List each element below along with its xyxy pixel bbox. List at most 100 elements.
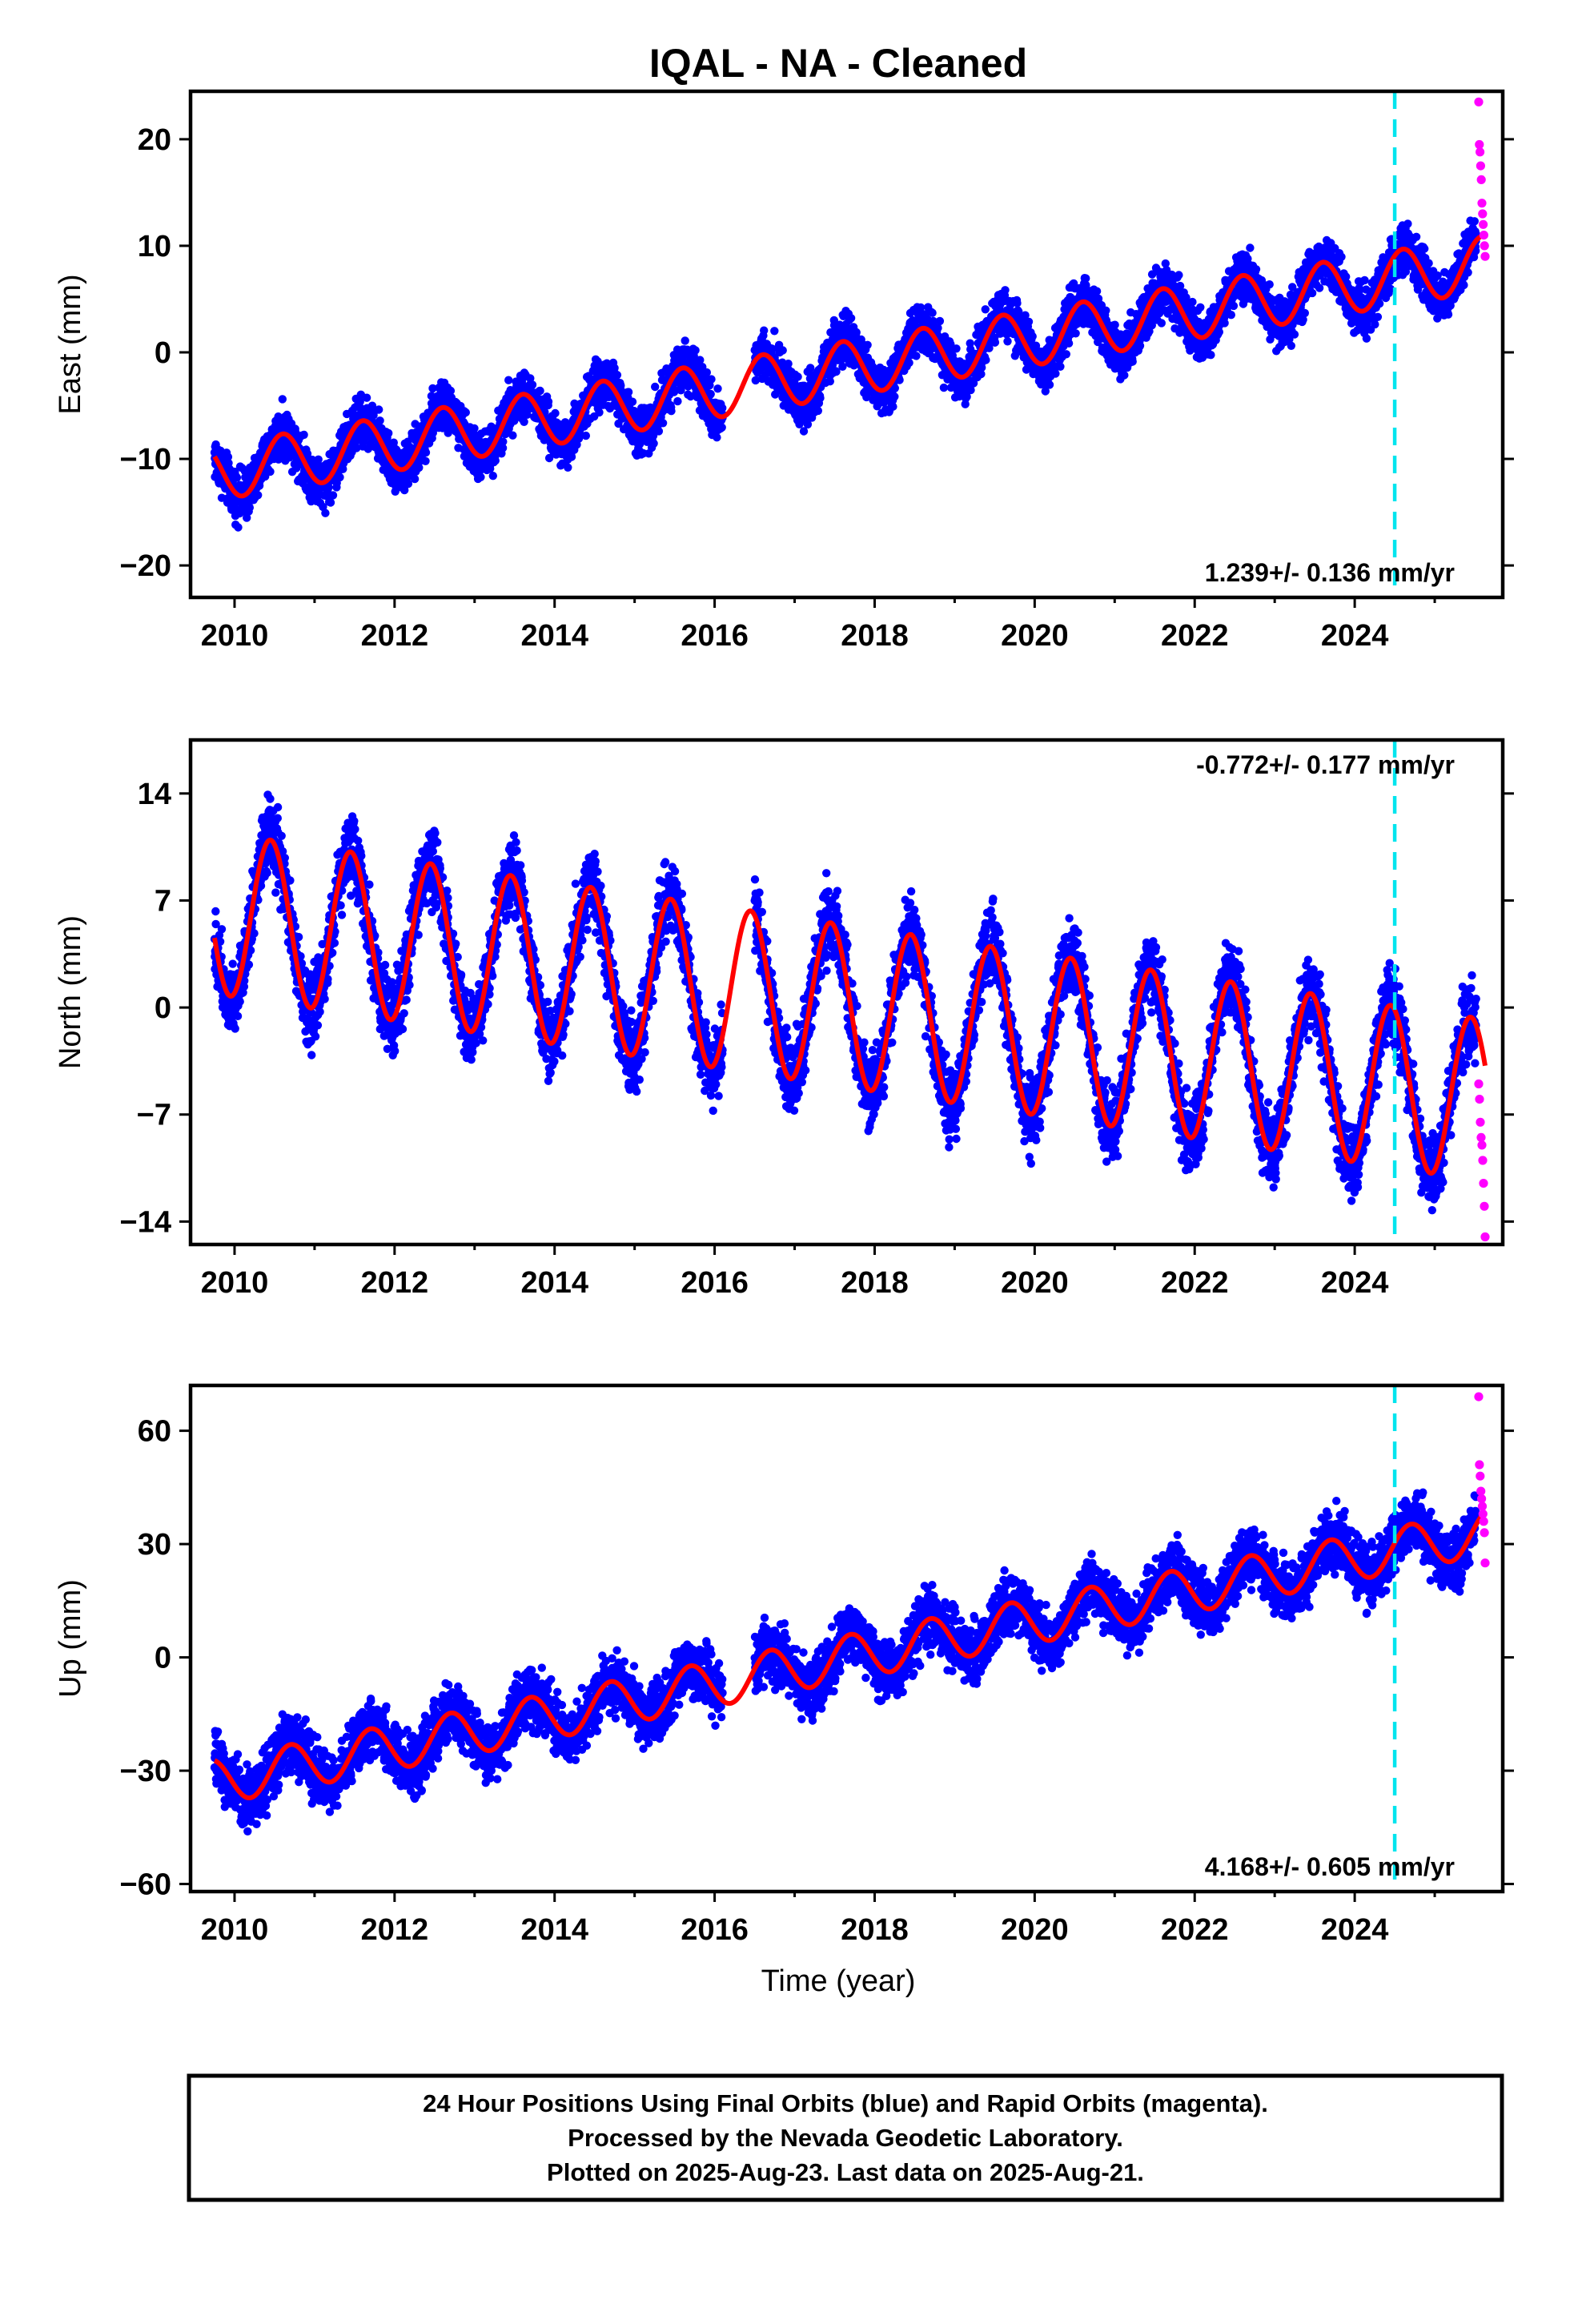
final-orbit-point	[990, 338, 1000, 347]
final-orbit-point	[1196, 303, 1205, 312]
final-orbit-point	[1082, 280, 1090, 290]
final-orbit-point	[266, 467, 275, 476]
final-orbit-point	[362, 393, 371, 402]
final-orbit-point	[245, 503, 254, 512]
final-orbit-point	[1285, 335, 1294, 344]
final-orbit-point	[1215, 328, 1224, 336]
final-orbit-point	[890, 392, 899, 401]
final-orbit-point	[488, 472, 497, 480]
final-orbit-point	[254, 491, 263, 500]
final-orbit-point	[1287, 341, 1296, 350]
final-orbit-point	[706, 389, 715, 399]
final-orbit-point	[544, 397, 553, 406]
final-orbit-point	[1041, 387, 1050, 396]
final-orbit-point	[223, 452, 233, 461]
final-orbit-point	[1188, 297, 1197, 307]
figure-title: IQAL - NA - Cleaned	[649, 41, 1027, 86]
final-orbit-point	[778, 346, 787, 355]
final-orbit-point	[384, 428, 393, 438]
final-orbit-point	[314, 455, 323, 464]
final-orbit-point	[952, 344, 961, 353]
final-orbit-point	[1028, 332, 1037, 341]
final-orbit-point	[1092, 287, 1102, 296]
final-orbit-point	[1315, 283, 1324, 292]
final-orbit-point	[966, 385, 975, 395]
final-orbit-point	[328, 491, 338, 500]
final-orbit-point	[520, 417, 528, 426]
final-orbit-point	[1300, 308, 1310, 318]
final-orbit-point	[581, 431, 590, 440]
final-orbit-point	[1024, 317, 1034, 326]
final-orbit-point	[982, 356, 990, 364]
final-orbit-point	[799, 427, 809, 436]
final-orbit-point	[274, 412, 283, 421]
final-orbit-point	[232, 473, 242, 482]
final-orbit-point	[1056, 362, 1065, 371]
final-orbit-point	[299, 430, 308, 440]
final-orbit-point	[1110, 320, 1119, 329]
final-orbit-point	[654, 427, 664, 436]
final-orbit-point	[806, 364, 815, 372]
final-orbit-point	[718, 404, 727, 412]
final-orbit-point	[1246, 243, 1255, 252]
final-orbit-point	[895, 376, 904, 384]
final-orbit-point	[696, 356, 705, 364]
final-orbit-point	[912, 352, 921, 360]
final-orbit-point	[243, 513, 251, 522]
final-orbit-point	[1157, 319, 1166, 328]
final-orbit-point	[713, 384, 722, 393]
final-orbit-point	[564, 463, 572, 472]
final-orbit-point	[1013, 299, 1022, 308]
final-orbit-point	[486, 464, 495, 473]
final-orbit-point	[303, 449, 312, 458]
final-orbit-points	[210, 216, 1480, 532]
final-orbit-point	[321, 509, 330, 517]
final-orbit-point	[686, 392, 695, 401]
final-orbit-point	[1071, 329, 1080, 338]
final-orbit-point	[667, 407, 676, 416]
final-orbit-point	[751, 376, 760, 385]
final-orbit-point	[1299, 316, 1307, 324]
final-orbit-point	[355, 397, 364, 406]
final-orbit-point	[375, 405, 383, 414]
final-orbit-point	[767, 344, 777, 353]
final-orbit-point	[677, 386, 685, 395]
final-orbit-point	[421, 448, 431, 457]
final-orbit-point	[1174, 271, 1183, 279]
final-orbit-point	[1227, 311, 1236, 320]
final-orbit-point	[890, 384, 900, 392]
final-orbit-point	[713, 433, 721, 442]
final-orbit-point	[770, 327, 779, 336]
final-orbit-point	[717, 423, 726, 432]
final-orbit-point	[234, 523, 243, 532]
final-orbit-point	[889, 402, 897, 411]
final-orbit-point	[702, 368, 711, 377]
final-orbit-point	[1001, 286, 1010, 295]
final-orbit-point	[828, 360, 837, 369]
final-orbit-point	[624, 388, 633, 396]
final-orbit-point	[935, 316, 945, 326]
final-orbit-point	[1307, 288, 1317, 298]
final-orbit-point	[498, 444, 508, 452]
final-orbit-point	[1220, 319, 1229, 328]
panel-east: 2010 2012 2014 2016 2018 2020 2022 202420100−10…	[54, 89, 1514, 653]
final-orbit-point	[326, 498, 335, 507]
final-orbit-point	[673, 396, 682, 406]
final-orbit-point	[1051, 369, 1060, 378]
final-orbit-point	[813, 406, 822, 416]
final-orbit-point	[499, 437, 508, 446]
final-orbit-point	[612, 371, 622, 380]
final-orbit-point	[977, 369, 986, 379]
final-orbit-point	[1021, 311, 1030, 320]
final-orbit-point	[1120, 371, 1129, 380]
final-orbit-point	[825, 377, 835, 386]
final-orbit-point	[291, 428, 300, 437]
final-orbit-point	[1062, 350, 1071, 359]
final-orbit-point	[658, 419, 668, 428]
final-orbit-point	[803, 420, 813, 429]
final-orbit-point	[1003, 337, 1012, 346]
final-orbit-point	[793, 372, 802, 381]
final-orbit-point	[681, 336, 689, 345]
final-orbit-point	[335, 472, 344, 482]
final-orbit-point	[421, 456, 430, 465]
